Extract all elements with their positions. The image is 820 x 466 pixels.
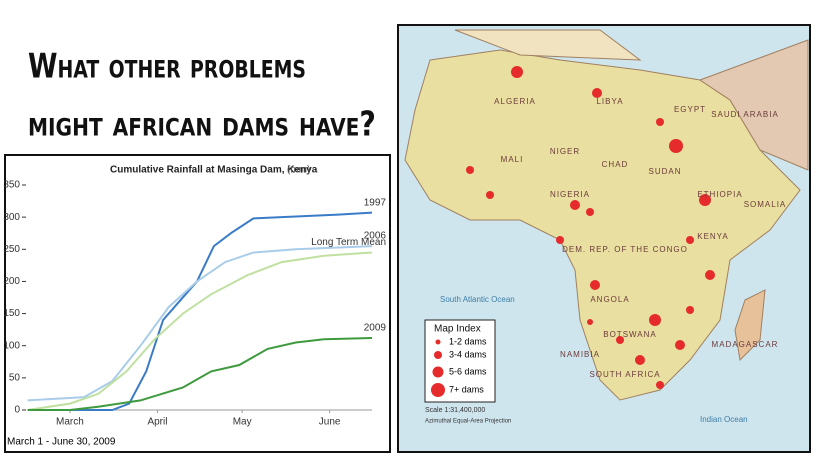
country-label: NAMIBIA <box>560 350 600 359</box>
country-label: SOUTH AFRICA <box>589 370 660 379</box>
country-label: MADAGASCAR <box>712 340 779 349</box>
dam-dots <box>466 66 715 389</box>
x-tick-label: March <box>56 417 84 428</box>
y-tick-label: 300 <box>3 212 20 223</box>
country-label: BOTSWANA <box>603 330 656 339</box>
y-tick-label: 0 <box>14 405 20 416</box>
y-tick-label: 200 <box>3 276 20 287</box>
legend-dot <box>434 351 442 359</box>
series-label: Long Term Mean <box>311 237 386 248</box>
country-label: ALGERIA <box>494 97 536 106</box>
legend-dot <box>431 383 445 397</box>
legend-dot <box>435 339 441 345</box>
chart-unit: (mm) <box>287 165 310 176</box>
country-label: NIGERIA <box>550 190 590 199</box>
ocean-label: Indian Ocean <box>700 415 748 424</box>
y-tick-label: 50 <box>9 372 21 383</box>
country-label: DEM. REP. OF THE CONGO <box>562 245 688 254</box>
country-label: ETHIOPIA <box>697 190 742 199</box>
series-line <box>27 211 373 411</box>
country-label: ANGOLA <box>590 295 629 304</box>
y-tick-label: 100 <box>3 340 20 351</box>
y-tick-label: 150 <box>3 308 20 319</box>
series-line <box>27 251 373 411</box>
x-tick-label: April <box>147 417 167 428</box>
map-scale: Scale 1:31,400,000 <box>425 407 485 414</box>
legend-dot <box>432 366 444 378</box>
y-tick-label: 250 <box>3 244 20 255</box>
series-label: 2009 <box>364 323 387 334</box>
map-projection: Azimuthal Equal-Area Projection <box>425 419 511 425</box>
series-line <box>27 337 373 411</box>
legend-item: 3-4 dams <box>449 349 487 359</box>
legend-item: 7+ dams <box>449 384 484 394</box>
country-label: SUDAN <box>648 167 681 176</box>
country-label: CHAD <box>602 160 629 169</box>
madagascar <box>734 289 766 362</box>
series-label: 1997 <box>364 197 387 208</box>
country-label: KENYA <box>697 232 729 241</box>
africa <box>404 49 801 401</box>
x-tick-label: May <box>233 417 252 428</box>
series-line <box>27 245 373 402</box>
x-tick-label: June <box>319 417 341 428</box>
legend-item: 5-6 dams <box>449 366 487 376</box>
country-label: LIBYA <box>596 97 623 106</box>
legend-title: Map Index <box>434 324 481 335</box>
country-label: EGYPT <box>674 105 706 114</box>
europe <box>454 29 642 61</box>
ocean-label: South Atlantic Ocean <box>440 295 515 304</box>
country-label: SOMALIA <box>744 200 787 209</box>
country-label: NIGER <box>550 147 580 156</box>
footnote: March 1 - June 30, 2009 <box>7 437 116 448</box>
legend-item: 1-2 dams <box>449 336 487 346</box>
map: Map Index 1-2 dams 3-4 dams 5-6 dams 7+ … <box>397 24 811 453</box>
series-label: 2006 <box>364 231 387 242</box>
arabia <box>698 39 809 171</box>
y-tick-label: 350 <box>3 180 20 191</box>
title-line: might african dams have? <box>28 105 376 145</box>
country-label: MALI <box>501 155 524 164</box>
country-label: SAUDI ARABIA <box>711 110 779 119</box>
title-line: What other problems <box>28 47 306 87</box>
chart-title: Cumulative Rainfall at Masinga Dam, Keny… <box>110 165 318 176</box>
